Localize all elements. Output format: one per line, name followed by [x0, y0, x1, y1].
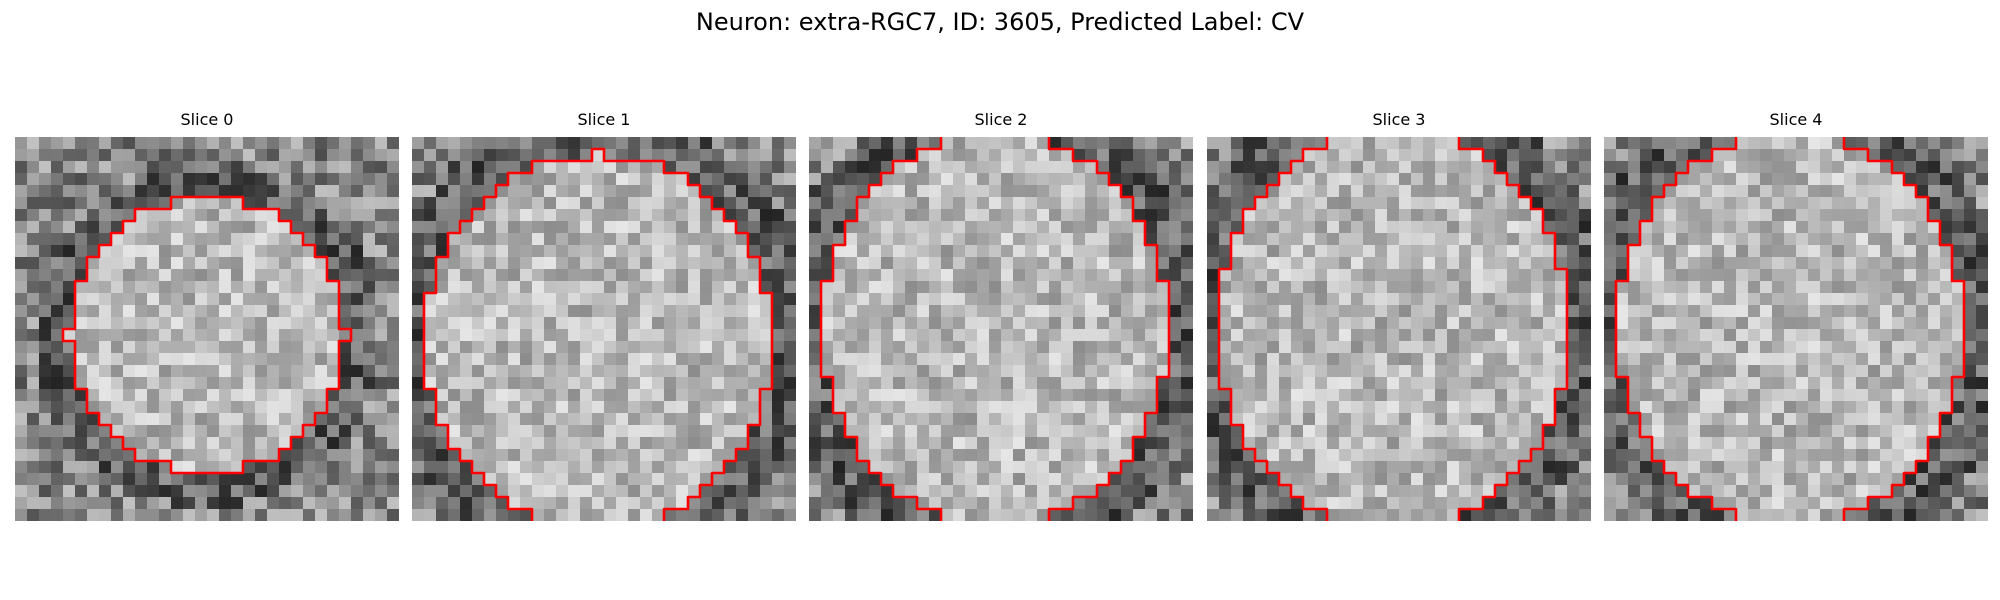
cell-contour [61, 195, 353, 475]
pixel-grid [412, 137, 796, 521]
pixel-grid [1604, 137, 1988, 521]
slice-title: Slice 0 [180, 110, 234, 129]
slice-image [15, 137, 399, 521]
slice-image [1207, 137, 1591, 521]
figure-title: Neuron: extra-RGC7, ID: 3605, Predicted … [695, 8, 1305, 36]
cell-contour [422, 147, 774, 521]
cell-contour [819, 137, 1171, 521]
slice-panel: Slice 2 [809, 108, 1193, 521]
pixel-grid [809, 137, 1193, 521]
slice-panel: Slice 4 [1604, 108, 1988, 521]
slice-panel: Slice 3 [1207, 108, 1591, 521]
slice-title: Slice 1 [577, 110, 631, 129]
slice-panel: Slice 0 [15, 108, 399, 521]
slice-panel: Slice 1 [412, 108, 796, 521]
cell-contour [1217, 137, 1569, 521]
cell-contour [1614, 137, 1966, 521]
slice-title: Slice 4 [1769, 110, 1823, 129]
slice-title: Slice 2 [974, 110, 1028, 129]
slice-image [1604, 137, 1988, 521]
slice-image [412, 137, 796, 521]
slice-image [809, 137, 1193, 521]
pixel-grid [15, 137, 399, 521]
slice-title: Slice 3 [1372, 110, 1426, 129]
pixel-grid [1207, 137, 1591, 521]
